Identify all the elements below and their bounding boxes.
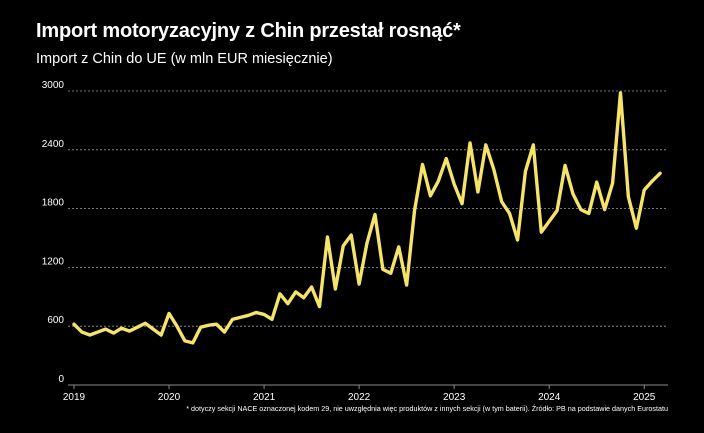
y-tick-label: 3000 [42, 80, 65, 91]
x-tick-label: 2021 [253, 392, 276, 403]
x-tick-label: 2019 [63, 392, 86, 403]
grid-lines [68, 90, 668, 386]
x-tick-label: 2020 [158, 392, 181, 403]
x-tick-label: 2022 [348, 392, 371, 403]
y-tick-label: 0 [58, 374, 64, 385]
x-axis: 2019 2020 2021 2022 2023 2024 2025 [63, 385, 656, 403]
x-tick-label: 2024 [538, 392, 561, 403]
chart-subtitle: Import z Chin do UE (w mln EUR miesięczn… [36, 51, 333, 67]
chart-title: Import motoryzacyjny z Chin przestał ros… [36, 20, 461, 42]
y-tick-label: 1200 [42, 256, 65, 267]
y-tick-label: 1800 [42, 198, 65, 209]
y-axis: 0 600 1200 1800 2400 3000 [42, 80, 65, 385]
y-tick-label: 600 [47, 315, 64, 326]
x-tick-label: 2025 [633, 392, 656, 403]
series-line-0 [72, 91, 662, 345]
series-layer [72, 91, 662, 345]
x-tick-label: 2023 [443, 392, 466, 403]
chart-footnote: * dotyczy sekcji NACE oznaczonej kodem 2… [186, 404, 668, 413]
y-tick-label: 2400 [42, 139, 65, 150]
